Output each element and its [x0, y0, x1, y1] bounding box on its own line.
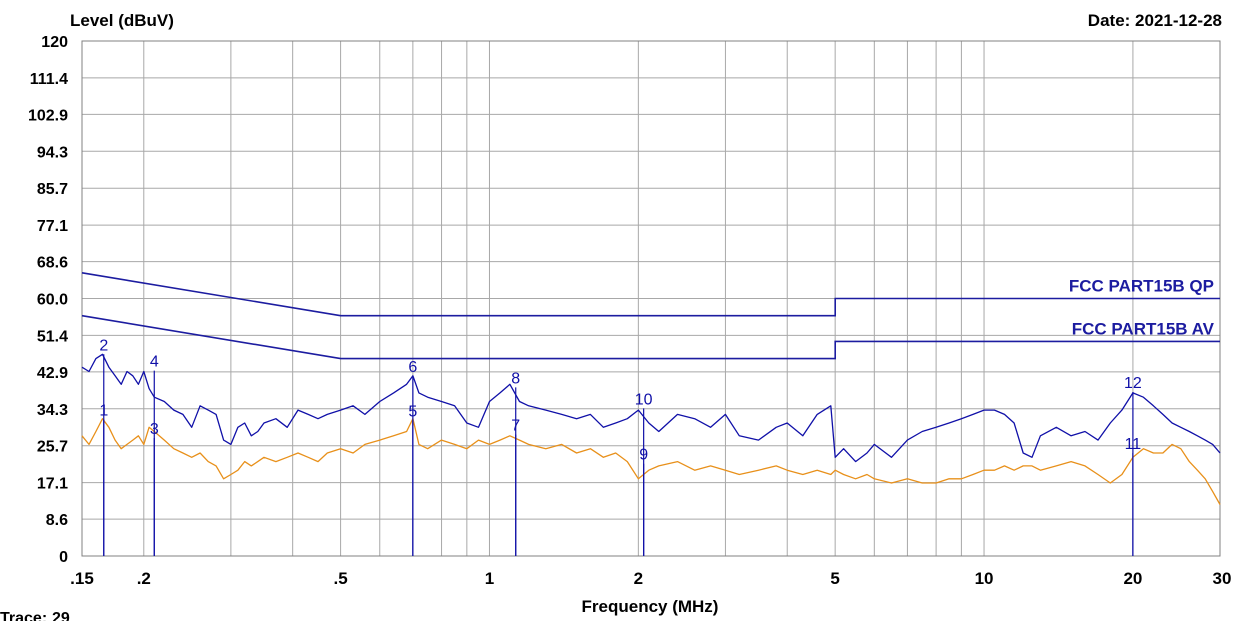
marker-label: 12 — [1124, 375, 1142, 392]
x-tick-label: 5 — [830, 569, 839, 588]
marker-label: 6 — [408, 359, 417, 376]
x-tick-label: .15 — [70, 569, 94, 588]
tick-labels: 0 8.6 17.1 25.7 34.3 42.9 51.4 60.0 68.6 77.1 85.7… — [28, 34, 1232, 588]
limit-label: FCC PART15B AV — [1072, 319, 1215, 338]
x-tick-label: 30 — [1213, 569, 1232, 588]
trace-key: Trace: — [0, 610, 47, 621]
limit-lines: FCC PART15B QP FCC PART15B AV — [81, 272, 1220, 360]
y-tick-label: 8.6 — [46, 512, 68, 529]
marker-label: 3 — [150, 421, 159, 438]
date-label: Date: 2021-12-28 — [1088, 11, 1222, 30]
x-tick-label: .5 — [334, 569, 348, 588]
y-tick-label: 17.1 — [37, 476, 68, 493]
marker-label: 10 — [635, 391, 653, 408]
marker-label: 1 — [99, 403, 108, 420]
y-tick-label: 111.4 — [30, 71, 68, 88]
limit-label: FCC PART15B QP — [1069, 277, 1214, 296]
y-axis-title: Level (dBuV) — [70, 11, 174, 30]
y-tick-label: 34.3 — [37, 402, 68, 419]
x-tick-label: 20 — [1123, 569, 1142, 588]
limit-line — [81, 314, 1220, 360]
y-tick-label: 77.1 — [37, 218, 68, 235]
marker-label: 8 — [511, 370, 520, 387]
marker-label: 11 — [1125, 436, 1142, 453]
marker-label: 9 — [639, 447, 648, 464]
y-tick-label: 60.0 — [37, 292, 68, 309]
trace-value: 29 — [52, 610, 70, 621]
marker-label: 2 — [99, 337, 108, 354]
series-line — [81, 353, 1221, 463]
x-axis-title: Frequency (MHz) — [582, 597, 719, 616]
y-tick-label: 25.7 — [37, 439, 68, 456]
y-tick-label: 0 — [59, 549, 68, 566]
limit-line — [81, 272, 1220, 317]
marker-label: 4 — [150, 354, 159, 371]
y-tick-label: 94.3 — [37, 144, 68, 161]
series-line — [81, 418, 1221, 505]
marker-label: 5 — [408, 403, 417, 420]
marker-layer: 2 4 6 8 10 12 1 3 5 7 9 11 — [99, 337, 1142, 556]
marker-label: 7 — [511, 418, 520, 435]
y-tick-label: 85.7 — [37, 181, 68, 198]
x-tick-label: 10 — [975, 569, 994, 588]
x-tick-label: .2 — [137, 569, 151, 588]
y-tick-label: 51.4 — [37, 328, 68, 345]
x-tick-label: 2 — [634, 569, 643, 588]
y-tick-label: 42.9 — [37, 365, 68, 382]
y-tick-label: 68.6 — [37, 255, 68, 272]
x-tick-label: 1 — [485, 569, 494, 588]
y-tick-label: 102.9 — [28, 107, 68, 124]
series-layer — [81, 353, 1221, 505]
y-tick-label: 120 — [41, 34, 68, 51]
